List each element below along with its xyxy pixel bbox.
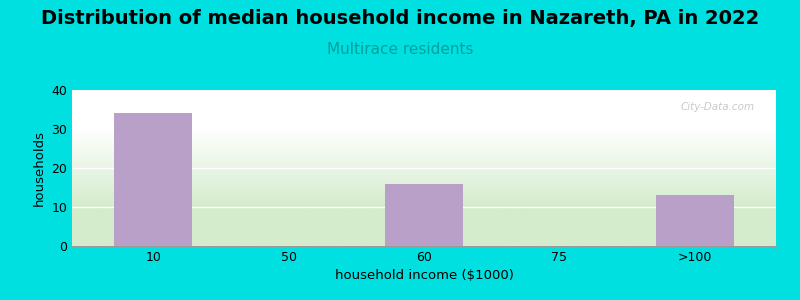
Text: City-Data.com: City-Data.com bbox=[681, 103, 755, 112]
Text: Distribution of median household income in Nazareth, PA in 2022: Distribution of median household income … bbox=[41, 9, 759, 28]
Bar bbox=[114, 113, 193, 246]
Text: Multirace residents: Multirace residents bbox=[326, 42, 474, 57]
X-axis label: household income ($1000): household income ($1000) bbox=[334, 269, 514, 282]
Bar bbox=[655, 195, 734, 246]
Y-axis label: households: households bbox=[33, 130, 46, 206]
Bar bbox=[385, 184, 463, 246]
